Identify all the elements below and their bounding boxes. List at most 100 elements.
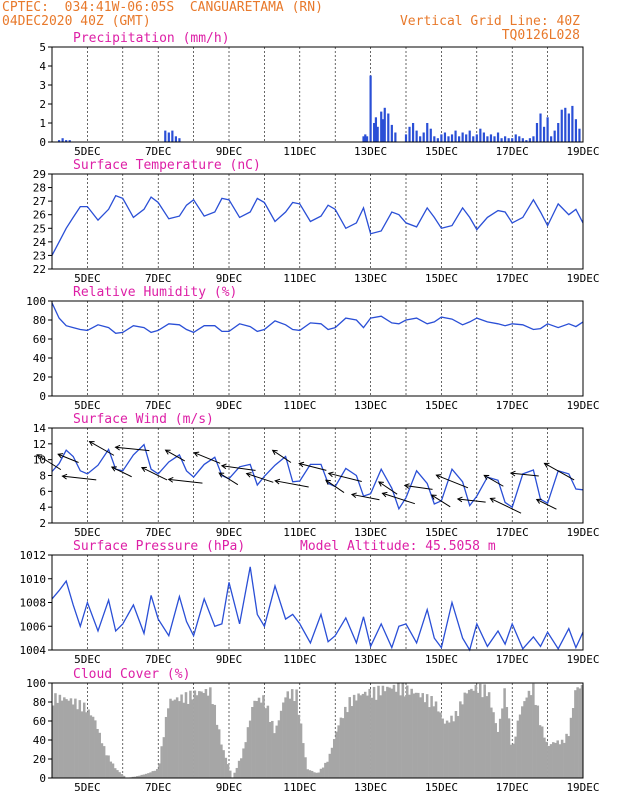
cloud-bar	[80, 711, 84, 778]
wind-arrowhead	[489, 497, 496, 503]
wind-arrow	[218, 472, 239, 486]
cloud-bar	[534, 704, 537, 778]
cloud-bar	[459, 701, 462, 778]
y-tick-label: 10	[33, 454, 46, 467]
wind-arrow	[382, 492, 416, 505]
precip-bar	[489, 134, 493, 142]
precip-bar	[174, 136, 177, 142]
cloud-bar	[525, 697, 528, 778]
cloud-bar	[567, 736, 571, 778]
precip-bar	[408, 126, 411, 142]
cloud-bar	[421, 693, 424, 778]
cloud-bar	[171, 700, 174, 778]
cloud-bar	[82, 702, 86, 778]
wind-arrow	[194, 452, 221, 464]
wind-arrow	[275, 480, 309, 488]
panel-title: Relative Humidity (%)	[73, 285, 237, 300]
cloud-bar	[441, 718, 444, 778]
x-tick-label: 5DEC	[74, 781, 101, 794]
cloud-bar	[485, 696, 489, 778]
wind-arrowhead	[274, 478, 281, 485]
precip-bar	[504, 136, 507, 142]
cloud-bar	[313, 772, 316, 778]
y-tick-label: 1008	[20, 597, 47, 610]
cloud-bar	[98, 732, 101, 778]
cloud-bar	[366, 695, 369, 778]
cloud-bar	[259, 702, 263, 778]
cloud-bar	[209, 687, 212, 778]
cloud-bar	[244, 742, 247, 778]
y-tick-label: 4	[39, 501, 46, 514]
precip-bar	[376, 126, 379, 142]
cloud-bar	[467, 689, 471, 778]
cloud-bar	[470, 688, 473, 778]
y-tick-label: 0	[39, 772, 46, 785]
cloud-bar	[69, 698, 73, 778]
cloud-bar	[268, 721, 272, 778]
cloud-bar	[474, 684, 478, 778]
cloud-bar	[182, 702, 186, 778]
cloud-bar	[399, 695, 402, 778]
precip-bar	[574, 119, 578, 142]
cloud-bar	[350, 706, 354, 778]
x-tick-label: 13DEC	[354, 399, 387, 412]
series-line	[51, 443, 584, 511]
cloud-bar	[330, 747, 334, 778]
wind-arrowhead	[543, 462, 550, 468]
y-tick-label: 2	[39, 98, 46, 111]
cloud-bar	[91, 716, 95, 778]
precip-bar	[550, 136, 553, 142]
cloud-bar	[67, 700, 70, 778]
x-tick-label: 5DEC	[74, 145, 101, 158]
panel-5	[48, 682, 584, 779]
wind-arrowhead	[456, 496, 463, 503]
wind-arrowhead	[218, 472, 225, 478]
precip-bar	[564, 107, 567, 142]
cloud-bar	[414, 692, 418, 778]
cloud-bar	[113, 768, 117, 778]
precip-bar	[511, 138, 514, 142]
wind-arrow	[221, 465, 256, 471]
cloud-bar	[452, 721, 455, 778]
wind-arrow	[165, 449, 185, 462]
x-tick-label: 17DEC	[496, 272, 529, 285]
cloud-bar	[164, 716, 168, 778]
cloud-bar	[160, 746, 163, 778]
header-line2-right: TQ0126L028	[501, 28, 580, 43]
cloud-bar	[543, 737, 546, 778]
x-tick-label: 15DEC	[425, 526, 458, 539]
cloud-bar	[229, 770, 232, 778]
precip-bar	[365, 136, 369, 142]
cloud-bar	[355, 700, 358, 778]
y-tick-label: 12	[33, 438, 46, 451]
precip-bar	[450, 134, 454, 142]
precip-bar	[415, 130, 418, 142]
y-tick-label: 1006	[20, 620, 47, 633]
cloud-bar	[574, 690, 577, 778]
cloud-bar	[372, 686, 376, 778]
cloud-bar	[324, 762, 327, 778]
cloud-bar	[200, 691, 203, 778]
cloud-bar	[357, 693, 360, 778]
wind-arrowhead	[435, 474, 442, 480]
precip-bar	[373, 123, 376, 142]
series-line	[51, 194, 584, 256]
cloud-bar	[370, 697, 374, 778]
cloud-bar	[529, 695, 533, 778]
y-tick-label: 27	[33, 195, 46, 208]
precip-bar	[571, 105, 574, 142]
wind-arrow	[378, 481, 398, 495]
cloud-bar	[432, 706, 436, 778]
precip-bar	[528, 138, 531, 142]
cloud-bar	[54, 693, 57, 778]
wind-arrowhead	[483, 474, 490, 480]
cloud-bar	[507, 718, 511, 778]
wind-arrow	[510, 472, 539, 477]
x-tick-label: 5DEC	[74, 653, 101, 666]
cloud-bar	[560, 739, 564, 778]
cloud-bar	[554, 742, 557, 778]
cloud-bar	[155, 769, 159, 778]
y-tick-label: 26	[33, 209, 46, 222]
cloud-bar	[107, 755, 110, 778]
